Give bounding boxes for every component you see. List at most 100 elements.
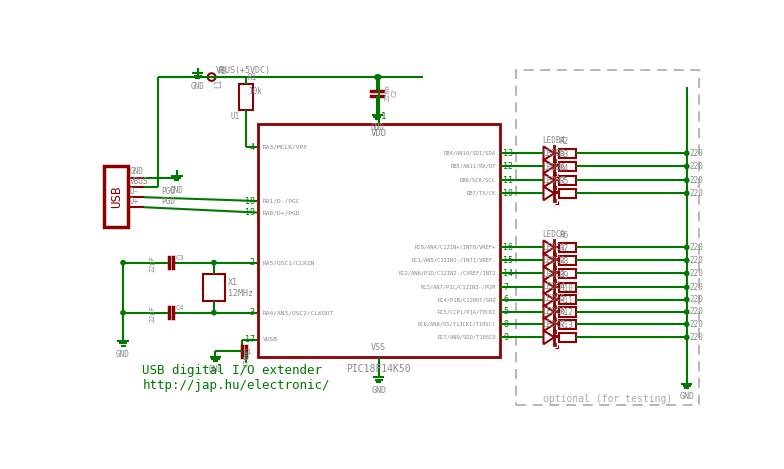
- Text: RB7/TX/CK: RB7/TX/CK: [466, 191, 495, 196]
- Bar: [559, 162, 575, 171]
- Text: X1: X1: [228, 278, 238, 287]
- Text: D+: D+: [130, 197, 140, 206]
- Text: LEDC2: LEDC2: [542, 256, 565, 265]
- Text: GND: GND: [170, 186, 184, 195]
- Text: 2: 2: [250, 258, 255, 267]
- Text: 6: 6: [503, 295, 509, 304]
- Circle shape: [684, 245, 689, 250]
- Text: PGC: PGC: [161, 187, 175, 196]
- Text: 470n: 470n: [244, 350, 250, 367]
- Text: GND: GND: [209, 365, 223, 374]
- Polygon shape: [543, 186, 554, 200]
- Text: LEDC4: LEDC4: [542, 282, 565, 291]
- Circle shape: [684, 271, 689, 276]
- Text: PIC18F14K50: PIC18F14K50: [347, 364, 411, 374]
- Text: 10: 10: [503, 189, 514, 198]
- Bar: [559, 333, 575, 342]
- Bar: [559, 295, 575, 304]
- Circle shape: [121, 310, 125, 315]
- Text: LEDC0: LEDC0: [542, 230, 565, 239]
- Bar: [258, 124, 500, 356]
- Text: VDD: VDD: [371, 129, 387, 138]
- Text: R11: R11: [560, 296, 574, 305]
- Circle shape: [684, 322, 689, 326]
- Text: GND: GND: [191, 83, 205, 91]
- Polygon shape: [543, 318, 554, 331]
- Polygon shape: [543, 266, 554, 280]
- Text: USB digital I/O extender: USB digital I/O extender: [143, 364, 322, 377]
- Text: RA0/D+/PGD: RA0/D+/PGD: [263, 210, 300, 215]
- Text: C1: C1: [244, 349, 252, 355]
- Text: GND: GND: [130, 167, 144, 176]
- Text: R4: R4: [560, 164, 569, 174]
- Text: R6: R6: [560, 231, 569, 240]
- Circle shape: [684, 335, 689, 340]
- Text: 1: 1: [381, 112, 387, 121]
- Circle shape: [212, 310, 216, 315]
- Text: RC1/AN5/C12IN1-/INT1/VREF-: RC1/AN5/C12IN1-/INT1/VREF-: [412, 258, 495, 263]
- Text: LEDC6: LEDC6: [542, 307, 565, 316]
- Text: GND: GND: [679, 392, 694, 401]
- Text: RC7/AN9/SDO/T10SCO: RC7/AN9/SDO/T10SCO: [437, 335, 495, 340]
- Text: 220: 220: [690, 283, 704, 292]
- Text: R8: R8: [560, 257, 569, 266]
- Text: 220: 220: [690, 320, 704, 329]
- Text: LEDB5: LEDB5: [542, 149, 565, 158]
- Circle shape: [684, 285, 689, 289]
- Text: R10: R10: [560, 284, 574, 293]
- Circle shape: [684, 310, 689, 314]
- Text: 16: 16: [503, 243, 514, 252]
- Circle shape: [375, 75, 379, 79]
- Text: RA1/D-/PGC: RA1/D-/PGC: [263, 198, 300, 204]
- Text: RC0/AN4/C12IN+/INT0/VREF+: RC0/AN4/C12IN+/INT0/VREF+: [415, 245, 495, 250]
- Circle shape: [208, 73, 216, 81]
- Text: L1: L1: [214, 79, 223, 88]
- Circle shape: [375, 75, 379, 79]
- Text: USB: USB: [110, 185, 122, 208]
- Text: PGD: PGD: [161, 197, 175, 206]
- Text: 13: 13: [503, 149, 514, 158]
- Bar: [103, 166, 129, 227]
- Bar: [559, 175, 575, 185]
- Text: GND: GND: [116, 350, 130, 359]
- Text: 11: 11: [503, 176, 514, 185]
- Text: R12: R12: [560, 308, 574, 318]
- Text: 220: 220: [690, 189, 704, 198]
- Text: RB6/SCK/SCL: RB6/SCK/SCL: [460, 178, 495, 183]
- Polygon shape: [543, 305, 554, 319]
- Text: optional (for testing): optional (for testing): [543, 394, 672, 404]
- Text: 12MHz: 12MHz: [228, 289, 252, 298]
- Text: D-: D-: [130, 187, 140, 196]
- Text: 18: 18: [245, 197, 255, 205]
- Polygon shape: [543, 280, 554, 294]
- Text: RC6/AN8/SS/T13CKI/T10SCl: RC6/AN8/SS/T13CKI/T10SCl: [418, 322, 495, 327]
- Circle shape: [684, 258, 689, 263]
- Text: VUSB: VUSB: [263, 337, 278, 342]
- Text: R1: R1: [248, 74, 257, 83]
- Text: 7: 7: [503, 283, 509, 292]
- Bar: [559, 269, 575, 278]
- Text: 9: 9: [503, 333, 509, 342]
- Text: LEDB6: LEDB6: [542, 163, 565, 172]
- Bar: [203, 274, 225, 301]
- Text: 3: 3: [250, 308, 255, 317]
- Text: LEDC1: LEDC1: [542, 243, 565, 252]
- Bar: [559, 242, 575, 252]
- Circle shape: [684, 151, 689, 155]
- Text: 4: 4: [250, 143, 255, 151]
- Circle shape: [684, 191, 689, 196]
- Text: RC4/P1B/C120UT/SRQ: RC4/P1B/C120UT/SRQ: [437, 297, 495, 302]
- Text: 14: 14: [503, 269, 514, 278]
- Text: U1: U1: [230, 112, 240, 121]
- Text: LEDC3: LEDC3: [542, 270, 565, 279]
- Text: 15: 15: [503, 256, 514, 265]
- Bar: [559, 283, 575, 292]
- Polygon shape: [543, 159, 554, 174]
- Text: C3: C3: [176, 255, 184, 261]
- Text: 220: 220: [690, 243, 704, 252]
- Bar: [516, 70, 699, 405]
- Text: R3: R3: [560, 151, 569, 159]
- Text: 12: 12: [503, 162, 514, 171]
- Polygon shape: [543, 240, 554, 254]
- Text: LEDC7: LEDC7: [542, 320, 565, 329]
